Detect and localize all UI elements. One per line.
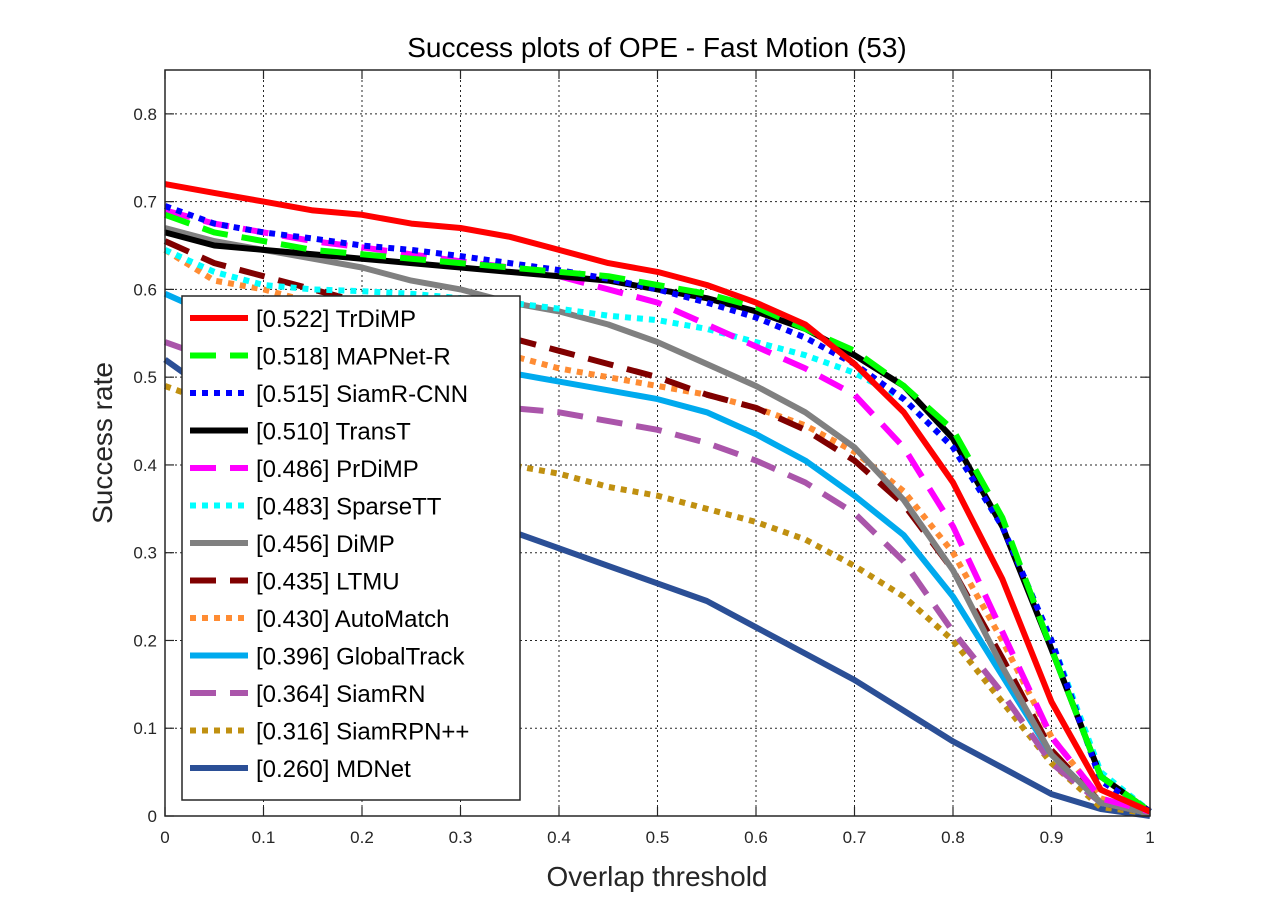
y-tick-label: 0.5 <box>133 368 157 387</box>
x-tick-label: 1 <box>1145 828 1154 847</box>
y-tick-label: 0.3 <box>133 544 157 563</box>
y-tick-label: 0 <box>148 807 157 826</box>
legend-label-sparsett: [0.483] SparseTT <box>256 494 442 521</box>
legend-label-siamr-cnn: [0.515] SiamR-CNN <box>256 381 468 408</box>
y-tick-label: 0.6 <box>133 280 157 299</box>
legend-label-trdimp: [0.522] TrDiMP <box>256 306 416 333</box>
legend-label-globaltrack: [0.396] GlobalTrack <box>256 644 466 671</box>
x-axis-label: Overlap threshold <box>546 861 767 892</box>
x-tick-label: 0.8 <box>941 828 965 847</box>
x-tick-label: 0.1 <box>252 828 276 847</box>
series-line-siamr-cnn <box>163 203 1152 815</box>
y-axis-ticks: 0 0.1 0.2 0.3 0.4 0.5 0.6 0.7 0.8 <box>133 105 1150 826</box>
x-tick-label: 0.9 <box>1040 828 1064 847</box>
legend-label-ltmu: [0.435] LTMU <box>256 569 400 596</box>
series-layer <box>163 181 1152 819</box>
x-tick-label: 0.7 <box>843 828 867 847</box>
y-tick-label: 0.7 <box>133 193 157 212</box>
x-tick-label: 0.2 <box>350 828 374 847</box>
x-tick-label: 0.4 <box>547 828 571 847</box>
x-tick-label: 0.3 <box>449 828 473 847</box>
y-axis-label: Success rate <box>87 362 118 524</box>
legend-label-mapnet-r: [0.518] MAPNet-R <box>256 344 451 371</box>
y-tick-label: 0.4 <box>133 456 157 475</box>
y-tick-label: 0.2 <box>133 631 157 650</box>
legend-label-mdnet: [0.260] MDNet <box>256 756 411 783</box>
legend: [0.522] TrDiMP [0.518] MAPNet-R [0.515] Si… <box>181 295 521 801</box>
legend-label-prdimp: [0.486] PrDiMP <box>256 456 419 483</box>
x-axis-ticks: 0 0.1 0.2 0.3 0.4 0.5 0.6 0.7 0.8 0.9 1 <box>160 70 1155 847</box>
series-line-trdimp <box>164 181 1152 815</box>
series-line-dimp <box>164 225 1151 817</box>
legend-label-transt: [0.510] TransT <box>256 419 411 446</box>
x-tick-label: 0 <box>160 828 169 847</box>
legend-label-siamrpn-: [0.316] SiamRPN++ <box>256 719 469 746</box>
chart-title: Success plots of OPE - Fast Motion (53) <box>407 32 907 63</box>
x-tick-label: 0.5 <box>646 828 670 847</box>
x-tick-label: 0.6 <box>744 828 768 847</box>
y-tick-label: 0.1 <box>133 719 157 738</box>
series-line-mapnet-r <box>163 211 1152 815</box>
legend-label-automatch: [0.430] AutoMatch <box>256 606 449 633</box>
legend-label-dimp: [0.456] DiMP <box>256 531 395 558</box>
y-tick-label: 0.8 <box>133 105 157 124</box>
legend-box <box>181 295 521 801</box>
legend-label-siamrn: [0.364] SiamRN <box>256 681 425 708</box>
